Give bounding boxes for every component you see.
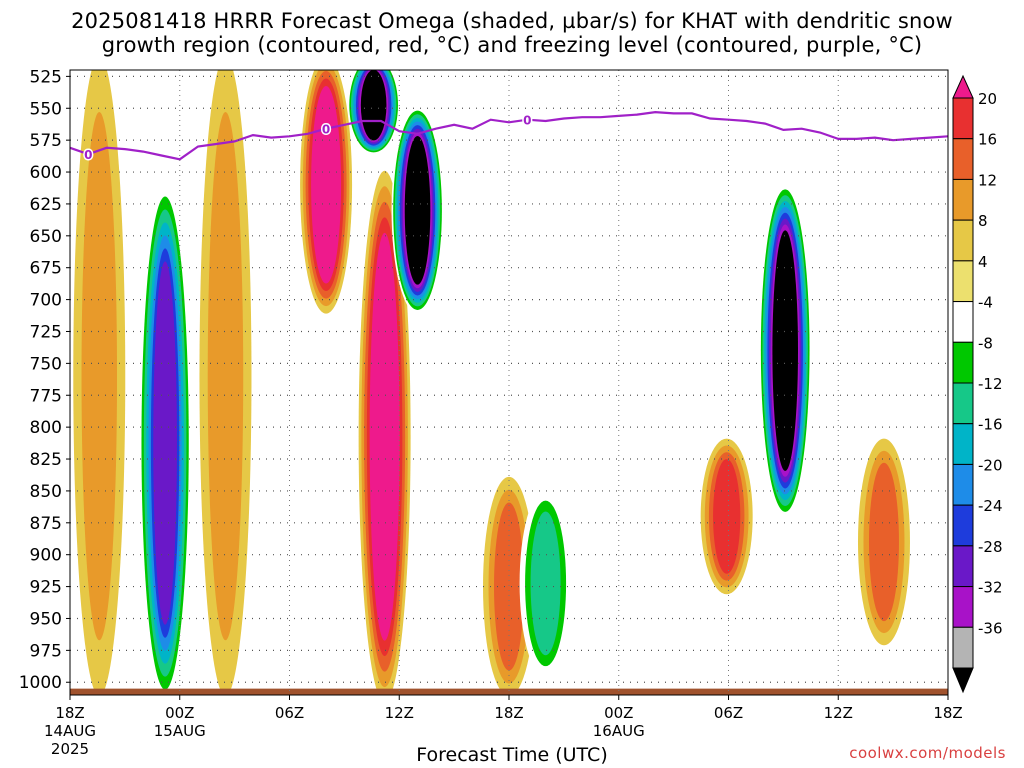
omega-band (713, 459, 741, 574)
omega-band (207, 112, 244, 641)
x-tick-label: 06Z (714, 704, 743, 722)
freezing-level-label: 0 (322, 123, 330, 137)
colorbar-label: -36 (978, 619, 1003, 637)
y-tick-label: 775 (30, 386, 62, 406)
colorbar-label: -28 (978, 538, 1003, 556)
y-tick-label: 800 (30, 418, 62, 438)
colorbar-label: -16 (978, 416, 1003, 434)
colorbar-box (952, 138, 974, 180)
chart-title-line-1: 2025081418 HRRR Forecast Omega (shaded, … (71, 9, 953, 33)
colorbar-box (952, 301, 974, 343)
x-tick-label: 00Z (604, 704, 633, 722)
y-tick-label: 525 (30, 67, 62, 87)
y-tick-label: 575 (30, 131, 62, 151)
colorbar-box (952, 626, 974, 669)
omega-band (372, 248, 397, 626)
x-tick-sublabel: 15AUG (154, 722, 206, 740)
y-tick-label: 850 (30, 482, 62, 502)
x-tick-label: 18Z (55, 704, 84, 722)
omega-band (153, 261, 177, 625)
x-tick-sublabel: 14AUG (44, 722, 96, 740)
y-tick-label: 825 (30, 450, 62, 470)
y-tick-label: 725 (30, 322, 62, 342)
y-tick-label: 875 (30, 514, 62, 534)
colorbar-triangle-top (952, 74, 974, 99)
omega-field: 0 0 0 (70, 70, 948, 695)
x-tick-label: 12Z (385, 704, 414, 722)
omega-band (530, 511, 561, 656)
omega-feature (199, 70, 252, 695)
colorbar-box (952, 341, 974, 384)
colorbar-label: 8 (978, 212, 988, 230)
omega-band (494, 502, 524, 671)
freezing-level-line (70, 110, 948, 161)
y-tick-label: 550 (30, 99, 62, 119)
y-tick-label: 675 (30, 259, 62, 279)
omega-band (774, 236, 797, 466)
omega-band (406, 139, 429, 282)
omega-feature (391, 107, 444, 314)
omega-feature (358, 170, 411, 695)
colorbar-label: 4 (978, 253, 988, 271)
omega-feature (347, 70, 400, 155)
y-tick-label: 600 (30, 163, 62, 183)
omega-band (81, 112, 118, 641)
omega-feature (759, 183, 812, 518)
colorbar-label: 12 (978, 171, 997, 189)
y-tick-label: 650 (30, 227, 62, 247)
x-tick-label: 00Z (165, 704, 194, 722)
omega-band (313, 93, 339, 277)
freezing-level-label: 0 (84, 148, 92, 162)
omega-band (362, 71, 385, 139)
colorbar-box (952, 97, 974, 140)
x-tick-label: 12Z (824, 704, 853, 722)
omega-feature (519, 489, 572, 678)
y-tick-label: 625 (30, 195, 62, 215)
colorbar-label: 16 (978, 131, 997, 149)
y-tick-label: 900 (30, 546, 62, 566)
colorbar-box (952, 504, 974, 547)
colorbar-label: -12 (978, 375, 1003, 393)
y-tick-label: 925 (30, 578, 62, 598)
colorbar-label: -32 (978, 579, 1003, 597)
omega-feature (700, 438, 753, 595)
y-tick-label: 975 (30, 641, 62, 661)
y-tick-label: 950 (30, 609, 62, 629)
omega-feature (73, 70, 126, 695)
omega-feature (300, 70, 353, 314)
colorbar-label: -8 (978, 334, 993, 352)
colorbar-box (952, 423, 974, 465)
colorbar-label: -24 (978, 497, 1003, 515)
y-tick-label: 700 (30, 291, 62, 311)
colorbar-box (952, 219, 974, 262)
colorbar-box (952, 260, 974, 303)
colorbar-box (952, 545, 974, 588)
x-axis-label: Forecast Time (UTC) (416, 744, 608, 766)
omega-band (868, 462, 899, 622)
colorbar-box (952, 178, 974, 221)
colorbar-box (952, 463, 974, 506)
freezing-level-label: 0 (523, 114, 531, 128)
colorbar: 20 16 12 8 4 -4 -8 -12 -16 -20 -24 -28 -32 -36 (952, 74, 1003, 694)
colorbar-triangle-bottom (952, 667, 974, 694)
y-tick-label: 1000 (19, 673, 62, 693)
omega-feature (139, 183, 192, 695)
chart-title-line-2: growth region (contoured, red, °C) and f… (101, 33, 923, 57)
colorbar-box (952, 382, 974, 425)
colorbar-label: -20 (978, 456, 1003, 474)
x-tick-sublabel: 2025 (51, 740, 89, 758)
credit-text: coolwx.com/models (849, 744, 1006, 762)
x-tick-label: 18Z (933, 704, 962, 722)
x-tick-label: 18Z (494, 704, 523, 722)
colorbar-label: -4 (978, 294, 993, 312)
terrain-band (70, 688, 948, 695)
x-tick-sublabel: 16AUG (593, 722, 645, 740)
y-tick-label: 750 (30, 354, 62, 374)
omega-feature (857, 438, 910, 646)
colorbar-box (952, 586, 974, 628)
x-tick-label: 06Z (275, 704, 304, 722)
colorbar-label: 20 (978, 90, 997, 108)
